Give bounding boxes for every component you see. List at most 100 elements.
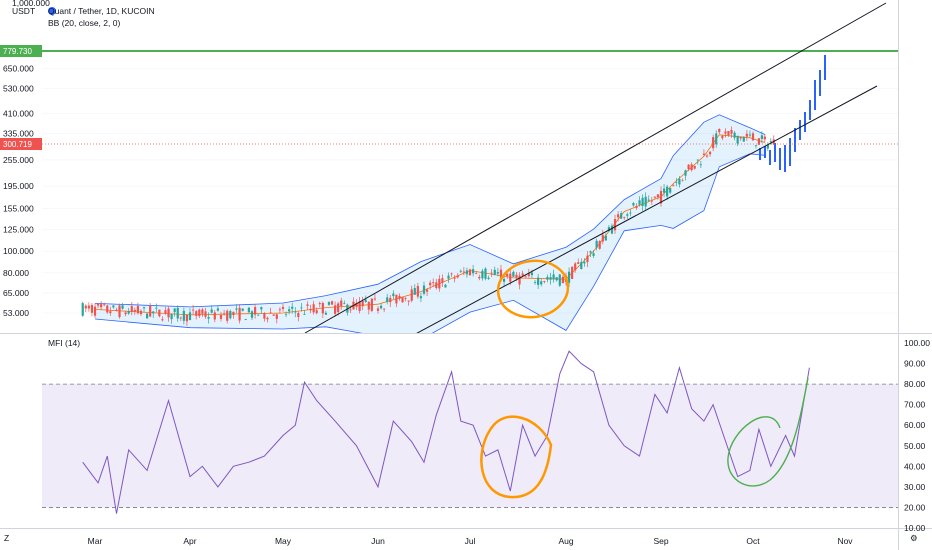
candle[interactable] xyxy=(395,294,398,308)
candle[interactable] xyxy=(318,301,321,308)
candle[interactable] xyxy=(176,305,179,322)
candle[interactable] xyxy=(429,280,432,290)
candle[interactable] xyxy=(158,309,161,318)
candle[interactable] xyxy=(601,230,604,245)
candle[interactable] xyxy=(133,307,136,315)
candle[interactable] xyxy=(739,136,742,141)
annotation-orange-circle-mfi[interactable] xyxy=(480,415,553,499)
candle[interactable] xyxy=(432,278,435,288)
candle[interactable] xyxy=(577,258,580,264)
candle[interactable] xyxy=(641,194,644,211)
candle[interactable] xyxy=(413,284,416,295)
candle[interactable] xyxy=(650,196,653,205)
candle[interactable] xyxy=(281,303,285,312)
candle[interactable] xyxy=(192,304,195,315)
candle[interactable] xyxy=(260,306,263,314)
candle[interactable] xyxy=(760,131,764,144)
candle[interactable] xyxy=(297,311,300,322)
candle[interactable] xyxy=(386,293,389,305)
candle[interactable] xyxy=(499,264,503,279)
candle[interactable] xyxy=(167,306,170,322)
candle[interactable] xyxy=(644,192,647,211)
candle[interactable] xyxy=(635,203,638,210)
candle[interactable] xyxy=(210,305,213,314)
candle[interactable] xyxy=(425,288,429,297)
candle[interactable] xyxy=(512,270,515,277)
candle[interactable] xyxy=(705,153,709,159)
candle[interactable] xyxy=(81,301,84,317)
candle[interactable] xyxy=(678,176,681,188)
candle[interactable] xyxy=(456,273,459,279)
candle[interactable] xyxy=(549,272,552,285)
candle[interactable] xyxy=(468,268,472,276)
candle[interactable] xyxy=(699,160,702,169)
candle[interactable] xyxy=(142,306,146,313)
candle[interactable] xyxy=(496,267,499,277)
candle[interactable] xyxy=(540,278,543,287)
symbol-title[interactable]: Quant / Tether, 1D, KUCOIN xyxy=(48,6,155,16)
candle[interactable] xyxy=(459,269,462,273)
candle[interactable] xyxy=(586,251,589,268)
candle[interactable] xyxy=(662,184,666,198)
candle[interactable] xyxy=(620,210,623,219)
candle[interactable] xyxy=(269,307,272,314)
candlesticks[interactable] xyxy=(81,126,775,326)
candle[interactable] xyxy=(173,308,176,317)
candle[interactable] xyxy=(284,311,288,318)
candle[interactable] xyxy=(616,211,620,222)
candle[interactable] xyxy=(373,294,377,301)
candle[interactable] xyxy=(730,126,733,138)
candle[interactable] xyxy=(364,295,367,303)
candle[interactable] xyxy=(708,151,712,157)
candle[interactable] xyxy=(447,272,450,283)
bb-indicator-label[interactable]: BB (20, close, 2, 0) xyxy=(48,18,120,28)
candle[interactable] xyxy=(90,303,94,317)
candle[interactable] xyxy=(656,194,660,200)
candle[interactable] xyxy=(766,142,769,152)
candle[interactable] xyxy=(742,136,745,142)
candle[interactable] xyxy=(327,301,331,306)
candle[interactable] xyxy=(266,316,269,323)
candle[interactable] xyxy=(702,149,706,156)
candle[interactable] xyxy=(629,209,632,217)
candle[interactable] xyxy=(567,267,571,287)
candle[interactable] xyxy=(626,212,629,219)
candle[interactable] xyxy=(754,145,758,149)
candle[interactable] xyxy=(367,301,370,315)
candle[interactable] xyxy=(537,273,540,290)
candle[interactable] xyxy=(223,309,226,316)
candle[interactable] xyxy=(659,186,663,207)
candle[interactable] xyxy=(121,302,124,310)
price-axis[interactable]: 650.000 530.000 410.000 335.000 255.000 195.0… xyxy=(3,64,34,318)
mfi-indicator-label[interactable]: MFI (14) xyxy=(48,338,80,348)
candle[interactable] xyxy=(769,138,772,145)
candle[interactable] xyxy=(161,316,164,322)
candle[interactable] xyxy=(555,276,558,282)
candle[interactable] xyxy=(604,233,607,241)
candle[interactable] xyxy=(675,178,678,187)
candle[interactable] xyxy=(315,307,318,315)
candle[interactable] xyxy=(84,304,87,313)
candle[interactable] xyxy=(96,303,100,308)
candle[interactable] xyxy=(546,274,549,283)
candle[interactable] xyxy=(518,272,521,290)
candle[interactable] xyxy=(607,225,611,232)
candle[interactable] xyxy=(355,299,358,311)
candle[interactable] xyxy=(179,316,182,321)
candle[interactable] xyxy=(155,303,158,313)
candle[interactable] xyxy=(389,294,392,307)
candle[interactable] xyxy=(247,306,250,313)
annotation-orange-circle-price[interactable] xyxy=(494,256,571,321)
candle[interactable] xyxy=(666,184,669,200)
candle[interactable] xyxy=(580,258,583,270)
candle[interactable] xyxy=(441,274,444,287)
candle[interactable] xyxy=(383,308,386,312)
candle[interactable] xyxy=(647,195,650,202)
candle[interactable] xyxy=(376,306,380,314)
candle[interactable] xyxy=(238,304,241,324)
candle[interactable] xyxy=(453,275,456,283)
candle[interactable] xyxy=(232,311,235,319)
candle[interactable] xyxy=(493,266,496,276)
scroll-controls[interactable]: Z ⚙ xyxy=(4,533,918,543)
